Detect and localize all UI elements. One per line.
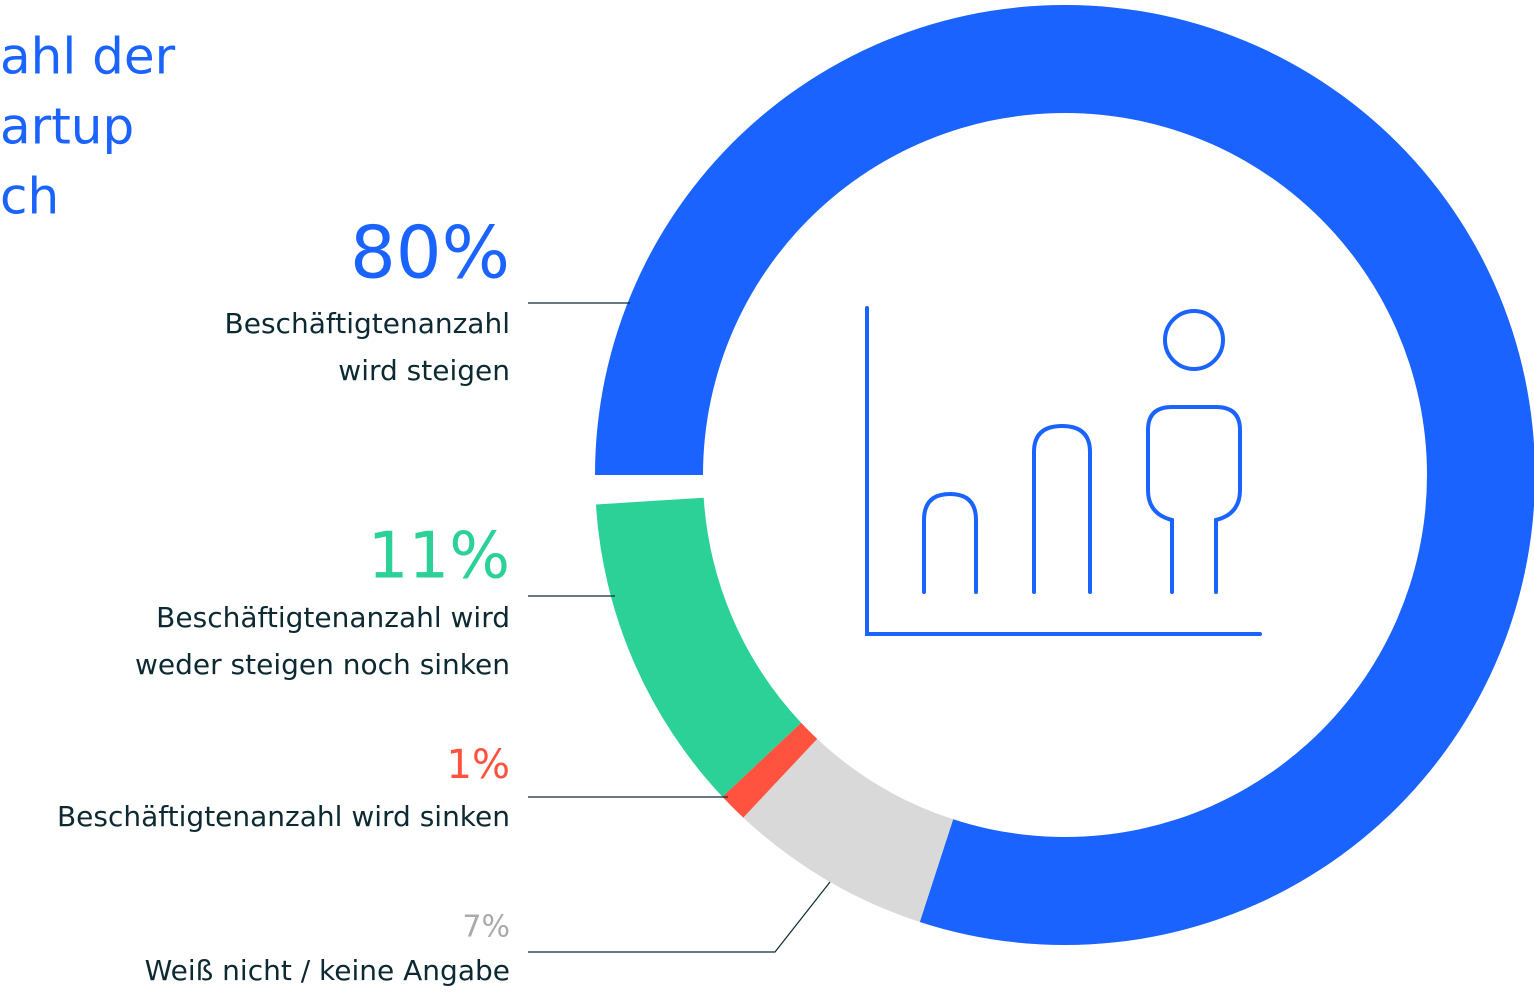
- value-label: 11%: [368, 520, 510, 594]
- donut: [595, 5, 1534, 945]
- value-label: 7%: [462, 910, 510, 945]
- value-label: 80%: [350, 211, 510, 295]
- donut-segment: [595, 497, 802, 797]
- category-label: Weiß nicht / keine Angabe: [145, 954, 510, 987]
- icon-head: [1163, 309, 1225, 371]
- category-label: Beschäftigtenanzahl wird sinken: [57, 800, 510, 833]
- category-label: weder steigen noch sinken: [135, 648, 510, 681]
- labels: 80% Beschäftigtenanzahl wird steigen 7% Weiß…: [57, 211, 831, 987]
- icon-body: [1146, 405, 1242, 594]
- category-label: wird steigen: [338, 354, 510, 387]
- chart-title: ahl der artup ch: [0, 28, 176, 226]
- icon-bar: [1032, 423, 1092, 594]
- category-label: Beschäftigtenanzahl: [225, 307, 510, 340]
- title-line: ch: [0, 168, 59, 226]
- category-label: Beschäftigtenanzahl wird: [156, 601, 510, 634]
- donut-segment: [743, 738, 954, 922]
- icon-axes: [865, 306, 1262, 636]
- leader-line: [528, 881, 831, 953]
- title-line: artup: [0, 98, 134, 156]
- icon-bar: [922, 491, 978, 594]
- center-icon: [865, 306, 1262, 636]
- donut-segment: [722, 722, 818, 818]
- value-label: 1%: [447, 742, 510, 788]
- title-line: ahl der: [0, 28, 176, 86]
